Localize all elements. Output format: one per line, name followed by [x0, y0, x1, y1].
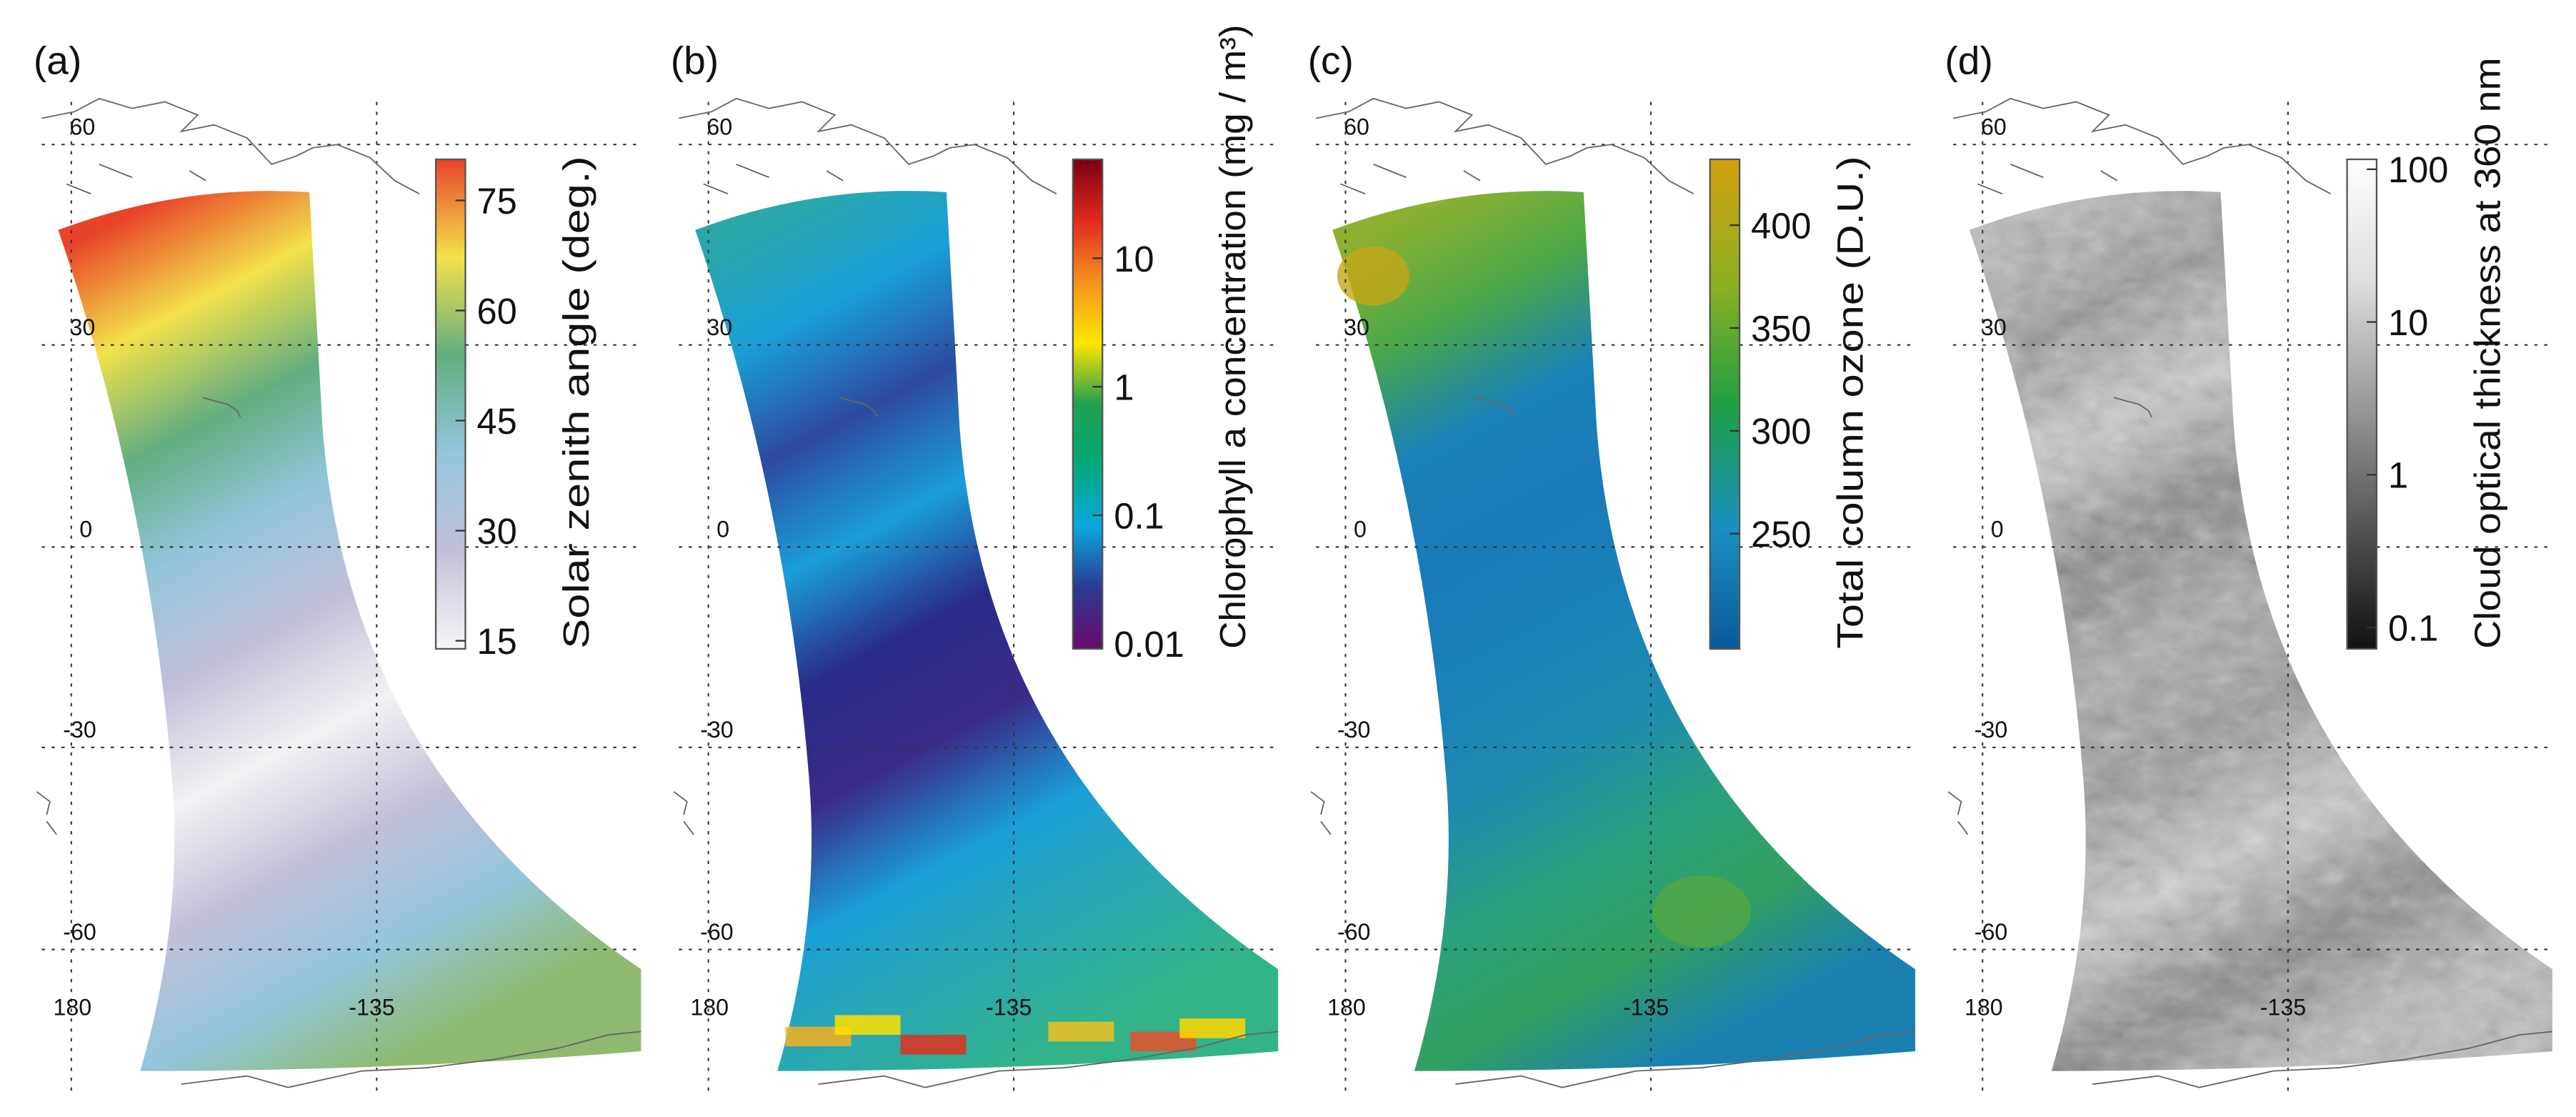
hawaii-coastline: [839, 397, 879, 418]
ozone-swirl: [1652, 875, 1752, 948]
latitude-label: -60: [1975, 919, 2007, 945]
colorbar-tick-label: 0.1: [2388, 607, 2438, 648]
chlorophyll-patch: [1179, 1018, 1246, 1038]
alaska-coastline: [1952, 97, 2331, 195]
latitude-label: 30: [707, 314, 732, 340]
chlorophyll-patch: [834, 1015, 901, 1036]
antarctica-coastline: [1455, 1031, 1916, 1088]
colorbar-tick-label: 0.01: [1114, 624, 1184, 665]
longitude-label: 180: [1327, 994, 1366, 1020]
panel-label: (d): [1945, 38, 1992, 82]
latitude-label: -30: [1337, 717, 1370, 743]
latitude-label: -30: [700, 717, 733, 743]
longitude-label: 180: [1965, 994, 2003, 1020]
latitude-label: 30: [1344, 314, 1369, 340]
chlorophyll-patch: [1048, 1021, 1114, 1042]
longitude-label: -135: [2260, 994, 2306, 1020]
latitude-label: 30: [1981, 314, 2007, 340]
longitude-label: -135: [986, 994, 1032, 1020]
panel-label: (a): [34, 38, 81, 82]
colorbar-tick-label: 100: [2388, 149, 2448, 190]
alaska-coastline: [41, 97, 420, 195]
colorbar-tick-label: 0.1: [1114, 495, 1164, 536]
latitude-label: 60: [1344, 114, 1369, 139]
chlorophyll-patch: [900, 1035, 967, 1055]
colorbar: [434, 158, 466, 650]
map-panel-a: (a) 60 30 0 -30 -60 180 -135 15 30 45 60 75 Solar zen…: [34, 38, 641, 1093]
colorbar-title: Cloud optical thickness at 360 nm: [2467, 57, 2507, 648]
antarctica-coastline: [818, 1031, 1279, 1088]
satellite-swath: [695, 191, 1279, 1071]
colorbar-tick-label: 60: [477, 291, 517, 332]
colorbar-tick-label: 30: [477, 511, 517, 552]
map-panel-d: (d) 60 30 0 -30 -60 180 -135 0.1 1 10 100 Cloud opti…: [1945, 38, 2552, 1093]
hawaii-coastline: [202, 397, 241, 418]
latitude-label: -60: [1337, 919, 1370, 945]
longitude-label: 180: [54, 994, 92, 1020]
latitude-label: 0: [79, 517, 92, 542]
hawaii-coastline: [2113, 397, 2152, 418]
satellite-swath: [58, 191, 641, 1071]
colorbar-tick-label: 250: [1751, 514, 1811, 555]
latitude-label: -30: [1975, 717, 2007, 743]
colorbar-title: Solar zenith angle (deg.): [556, 156, 596, 649]
longitude-label: -135: [349, 994, 394, 1020]
colorbar-tick-label: 1: [2388, 455, 2408, 496]
aleutian-coastline: [66, 163, 206, 195]
antarctica-coastline: [2092, 1031, 2552, 1088]
latitude-label: 60: [1981, 114, 2007, 139]
longitude-label: 180: [690, 994, 729, 1020]
aleutian-coastline: [703, 163, 844, 195]
colorbar-title: Total column ozone (D.U.): [1829, 156, 1870, 649]
colorbar: [1709, 158, 1741, 650]
latitude-label: -30: [63, 717, 96, 743]
colorbar-tick-label: 10: [1114, 239, 1154, 279]
latitude-label: 60: [69, 114, 95, 139]
panel-label: (c): [1308, 38, 1354, 82]
colorbar-tick-label: 300: [1751, 411, 1811, 452]
latitude-label: 0: [1991, 517, 2004, 542]
colorbar-tick-label: 1: [1114, 367, 1134, 408]
satellite-swath: [1332, 191, 1916, 1071]
panel-label: (b): [671, 38, 719, 82]
latitude-label: -60: [63, 919, 96, 945]
colorbar-tick-label: 45: [477, 401, 517, 442]
new-zealand-coastline: [1310, 791, 1332, 835]
aleutian-coastline: [1977, 163, 2118, 195]
new-zealand-coastline: [1947, 791, 1969, 835]
colorbar: [2346, 158, 2378, 650]
hawaii-coastline: [1477, 397, 1516, 418]
latitude-label: 0: [717, 517, 729, 542]
latitude-label: 0: [1354, 517, 1367, 542]
colorbar-tick-label: 350: [1751, 308, 1811, 349]
colorbar-tick-label: 400: [1751, 205, 1811, 246]
latitude-label: -60: [700, 919, 733, 945]
colorbar-title: Chlorophyll a concentration (mg / m³): [1212, 24, 1253, 648]
ozone-high-patch: [1337, 246, 1410, 306]
map-panel-b: (b) 60 30 0 -30 -60 180 -135 0.01 0.1 1 10 Chlorophy…: [671, 24, 1279, 1093]
new-zealand-coastline: [36, 791, 57, 835]
alaska-coastline: [679, 97, 1057, 195]
longitude-label: -135: [1623, 994, 1669, 1020]
cloud-texture: [1969, 191, 2552, 1071]
alaska-coastline: [1315, 97, 1694, 195]
colorbar-tick-label: 10: [2388, 302, 2428, 343]
antarctica-coastline: [181, 1031, 641, 1088]
aleutian-coastline: [1340, 163, 1481, 195]
new-zealand-coastline: [673, 791, 694, 835]
colorbar-tick-label: 75: [477, 181, 517, 222]
colorbar-tick-label: 15: [477, 621, 517, 662]
colorbar: [1072, 158, 1104, 650]
latitude-label: 30: [69, 314, 95, 340]
latitude-label: 60: [707, 114, 732, 139]
